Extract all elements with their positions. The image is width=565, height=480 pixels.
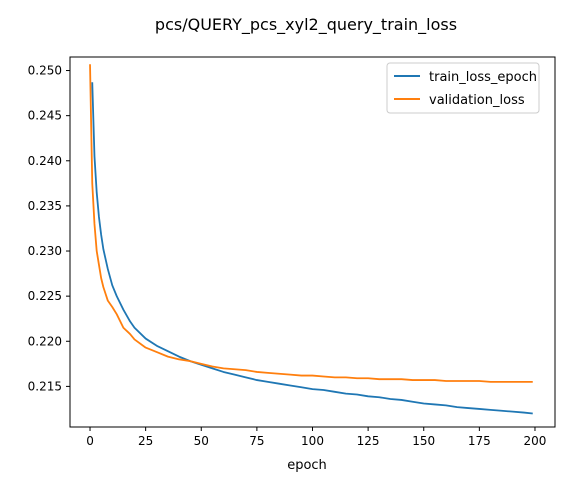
legend-box (386, 62, 540, 114)
x-tick-label: 50 (194, 434, 209, 448)
y-tick-label: 0.215 (28, 379, 62, 393)
y-tick-label: 0.240 (28, 154, 62, 168)
x-tick-label: 175 (468, 434, 491, 448)
series-layer (89, 64, 533, 415)
chart-title: pcs/QUERY_pcs_xyl2_query_train_loss (155, 15, 457, 35)
legend-label-train: train_loss_epoch (429, 70, 537, 85)
series-line-validation-loss (89, 64, 533, 383)
y-tick-label: 0.225 (28, 289, 62, 303)
x-tick-label: 0 (86, 434, 94, 448)
x-tick-label: 125 (357, 434, 380, 448)
legend: train_loss_epoch validation_loss (386, 62, 540, 114)
y-tick-label: 0.235 (28, 199, 62, 213)
legend-label-validation: validation_loss (429, 93, 525, 108)
x-axis-label: epoch (287, 458, 327, 473)
x-tick-label: 150 (412, 434, 435, 448)
y-tick-label: 0.250 (28, 64, 62, 78)
plot-area: 0 25 50 75 100 125 150 175 200 0.2150.2200.2250.… (28, 56, 556, 448)
x-tick-label: 25 (138, 434, 153, 448)
x-tick-label: 200 (524, 434, 547, 448)
x-tick-label: 75 (249, 434, 264, 448)
series-line-train-loss-epoch (91, 82, 533, 415)
x-axis: 0 25 50 75 100 125 150 175 200 (86, 427, 546, 448)
y-tick-label: 0.230 (28, 244, 62, 258)
y-tick-label: 0.245 (28, 109, 62, 123)
y-tick-label: 0.220 (28, 334, 62, 348)
y-axis: 0.215 0.220 0.225 0.230 0.235 0.240 0.245 0.250 (28, 64, 70, 393)
x-tick-label: 100 (301, 434, 324, 448)
